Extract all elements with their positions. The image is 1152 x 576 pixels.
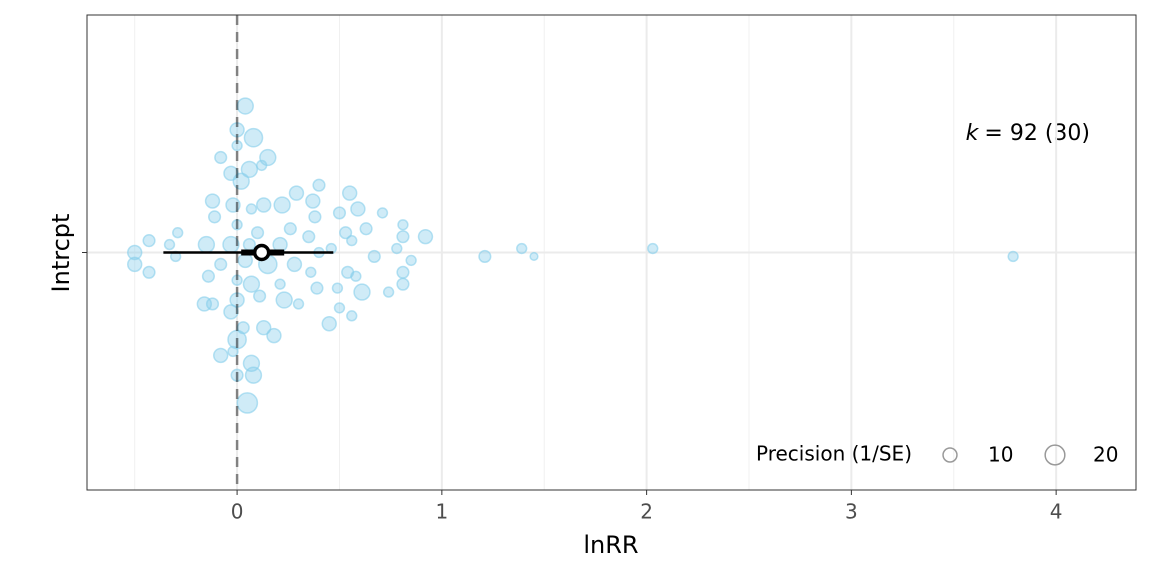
effect-point — [1007, 250, 1019, 263]
x-axis-title: lnRR — [583, 531, 638, 559]
y-tick-label: Intrcpt — [47, 214, 75, 293]
effect-point — [305, 193, 321, 209]
effect-point — [274, 278, 286, 290]
effect-point — [201, 269, 215, 283]
effect-point — [376, 207, 389, 219]
effect-point — [229, 292, 245, 308]
x-tick-label: 1 — [435, 500, 448, 524]
effect-point — [230, 368, 244, 382]
effect-point — [417, 228, 434, 245]
effect-point — [312, 178, 326, 192]
effect-point — [237, 252, 253, 269]
effect-point — [231, 139, 243, 152]
effect-point — [382, 286, 395, 298]
effect-point — [308, 210, 322, 224]
effect-point — [231, 219, 243, 231]
effect-point — [127, 244, 143, 261]
effect-point — [240, 160, 259, 179]
effect-point — [197, 235, 216, 254]
x-tick-label: 2 — [640, 500, 653, 524]
effect-point — [273, 196, 291, 214]
effect-point — [275, 291, 293, 309]
effect-point — [255, 159, 268, 172]
effect-point — [333, 302, 346, 314]
effect-point — [396, 277, 410, 291]
effect-point — [359, 222, 373, 236]
effect-point — [353, 283, 371, 301]
effect-point — [142, 234, 156, 248]
effect-point — [396, 230, 410, 244]
effect-point — [397, 219, 409, 231]
effect-point — [227, 345, 239, 358]
effect-point — [647, 242, 659, 255]
x-tick-label: 3 — [845, 500, 858, 524]
effect-point — [286, 256, 303, 273]
legend-label: 10 — [988, 443, 1013, 467]
effect-point — [332, 206, 347, 220]
effect-point — [339, 226, 353, 240]
effect-point — [253, 289, 267, 303]
effect-point — [350, 201, 366, 217]
effect-point — [127, 256, 143, 273]
effect-point — [288, 185, 305, 201]
effect-point — [214, 150, 228, 165]
effect-point — [207, 210, 222, 224]
annotation-text: = 92 (30) — [984, 121, 1090, 146]
effect-point — [243, 127, 264, 148]
effect-point — [214, 257, 228, 271]
effect-point — [321, 316, 337, 332]
plot-border — [86, 14, 1137, 491]
effect-point — [283, 222, 297, 236]
effect-point — [342, 185, 358, 201]
effect-point — [346, 310, 358, 322]
x-tick-label: 4 — [1050, 500, 1063, 524]
legend-label: 20 — [1093, 443, 1118, 467]
effect-point — [225, 197, 241, 213]
effect-point — [391, 242, 403, 255]
effect-point — [346, 234, 358, 247]
effect-point — [232, 172, 250, 190]
effect-point — [213, 347, 229, 364]
effect-point — [172, 227, 184, 239]
effect-point — [163, 238, 176, 251]
effect-point — [231, 274, 243, 286]
overall-estimate — [252, 243, 271, 262]
annotation-k: k — [966, 121, 980, 146]
effect-point — [244, 366, 263, 384]
effect-point — [223, 304, 239, 320]
effect-point — [229, 122, 245, 138]
effect-point — [250, 226, 265, 240]
effect-point — [204, 193, 221, 209]
x-tick-label: 0 — [231, 500, 244, 524]
effect-point — [396, 265, 410, 279]
legend-size-key — [1044, 444, 1066, 466]
effect-point — [350, 270, 362, 282]
effect-point — [256, 197, 272, 213]
effect-point — [478, 249, 492, 264]
effect-point — [205, 297, 220, 311]
effect-point — [310, 281, 324, 295]
effect-point — [266, 327, 282, 344]
effect-point — [236, 97, 254, 115]
effect-point — [529, 251, 539, 262]
effect-point — [242, 238, 256, 252]
effect-point — [302, 230, 316, 244]
effect-point — [516, 242, 528, 255]
effect-point — [405, 254, 417, 267]
effect-point — [142, 265, 156, 279]
legend-size-key — [942, 447, 958, 463]
annotation: k = 92 (30) — [966, 121, 1090, 146]
effect-point — [256, 320, 272, 336]
effect-point — [242, 275, 261, 293]
effect-point — [245, 203, 258, 215]
effect-point — [272, 236, 288, 253]
effect-point — [331, 282, 344, 294]
effect-point — [367, 249, 381, 264]
effect-point — [236, 392, 259, 414]
effect-point — [292, 298, 305, 310]
effect-point — [305, 266, 317, 278]
legend-title: Precision (1/SE) — [756, 442, 912, 466]
